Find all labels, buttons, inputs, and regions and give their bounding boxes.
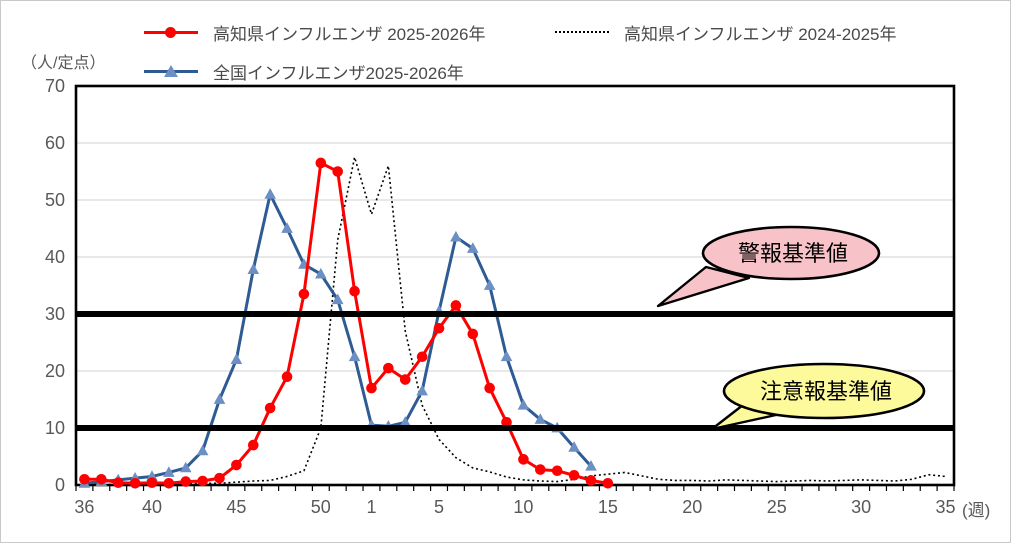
callout-bubble-alert [701,225,881,281]
data-point-circle [602,477,614,489]
callout-bubble-warning [722,362,926,420]
legend-item-national-current: 全国インフルエンザ2025-2026年 [144,60,464,83]
data-point-triangle [348,350,361,362]
data-point-triangle [517,399,530,410]
data-point-triangle [146,470,158,481]
data-point-circle [433,322,445,334]
data-point-circle [399,374,411,385]
data-point-triangle [568,441,580,452]
data-point-circle [551,465,563,477]
x-axis-label-week-35: 35 [936,497,956,517]
data-point-circle [79,474,90,485]
data-point-circle [383,362,394,374]
y-axis-label-70: 70 [45,76,65,96]
y-axis-label-20: 20 [45,361,65,381]
data-point-triangle [450,230,462,242]
data-point-circle [332,166,344,177]
x-axis-label-week-5: 5 [434,497,444,517]
data-point-circle [535,464,546,475]
national-line-marker-icon [144,64,198,78]
data-point-triangle [315,267,327,279]
data-point-circle [416,351,428,363]
kochi-current-line-marker-icon [144,26,198,39]
data-point-triangle [500,350,513,362]
y-axis-label-50: 50 [45,190,65,210]
x-axis-label-week-50: 50 [311,497,331,517]
data-point-circle [568,470,580,481]
legend-label-national-current: 全国インフルエンザ2025-2026年 [213,63,464,83]
data-point-circle [467,328,479,340]
data-point-circle [349,285,360,297]
data-point-triangle [281,222,293,233]
x-axis-label-week-36: 36 [74,497,94,517]
callout-text-alert: 警報基準値 [738,241,848,266]
data-point-triangle [585,459,597,471]
data-point-circle [197,475,208,487]
data-point-circle [501,417,512,428]
legend-item-kochi-previous: 高知県インフルエンザ 2024-2025年 [555,21,897,44]
callout-tail-alert [656,265,751,308]
x-axis-label-week-1: 1 [366,497,376,517]
x-axis-label-week-15: 15 [598,497,618,517]
data-point-circle [450,300,462,311]
data-point-triangle [213,393,226,404]
data-point-triangle [416,384,428,396]
data-point-triangle [179,461,192,473]
data-point-circle [146,477,158,489]
data-point-circle [281,371,293,383]
data-point-circle [112,477,124,489]
legend-item-kochi-current: 高知県インフルエンザ 2025-2026年 [144,21,486,44]
data-point-triangle [399,416,412,427]
x-axis-label-week-30: 30 [851,497,871,517]
data-point-circle [315,157,327,169]
callout-text-warning: 注意報基準値 [760,379,892,404]
data-point-circle [518,454,529,465]
data-point-triangle [483,279,496,290]
data-point-circle [214,472,225,484]
data-point-triangle [534,413,547,424]
blue-triangle-marker-icon [164,64,178,77]
data-point-triangle [247,263,260,274]
data-point-circle [247,439,259,451]
legend-label-kochi-previous: 高知県インフルエンザ 2024-2025年 [624,24,897,44]
x-axis-label-week-25: 25 [767,497,787,517]
y-axis-title: （人/定点） [21,55,106,72]
x-axis-unit-label: (週) [962,501,991,520]
data-point-circle [585,475,597,486]
x-axis-label-week-40: 40 [142,497,162,517]
data-point-circle [366,382,377,394]
data-point-circle [298,288,310,300]
data-point-triangle [264,188,276,199]
data-point-triangle [230,353,243,364]
x-axis-label-week-10: 10 [513,497,533,517]
data-point-circle [129,477,141,489]
y-axis-label-0: 0 [55,475,65,495]
data-point-circle [231,459,242,471]
y-axis-label-60: 60 [45,133,65,153]
red-circle-marker-icon [165,26,176,38]
y-axis-label-10: 10 [45,418,65,438]
y-axis-label-30: 30 [45,304,65,324]
data-point-circle [163,477,175,489]
data-point-circle [484,382,495,394]
data-point-triangle [196,444,209,456]
x-axis-label-week-20: 20 [682,497,702,517]
data-point-triangle [163,466,175,477]
legend-label-kochi-current: 高知県インフルエンザ 2025-2026年 [213,24,486,44]
data-point-circle [264,402,276,414]
data-point-circle [180,476,192,487]
x-axis-label-week-45: 45 [226,497,246,517]
data-point-triangle [466,242,479,253]
data-point-circle [96,474,107,485]
y-axis-label-40: 40 [45,247,65,267]
data-point-triangle [331,293,344,305]
series-line-0 [84,156,946,486]
dotted-line-icon [555,31,609,33]
